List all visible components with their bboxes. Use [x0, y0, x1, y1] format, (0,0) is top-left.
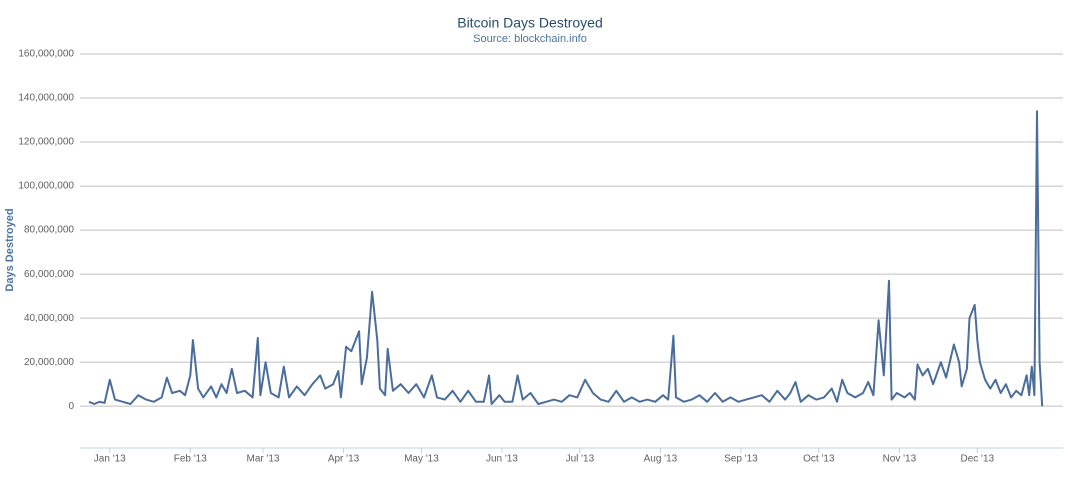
chart-title: Bitcoin Days Destroyed	[457, 15, 603, 31]
x-tick-label: Nov '13	[883, 454, 917, 465]
x-tick-label: Jul '13	[566, 454, 595, 465]
chart-subtitle: Source: blockchain.info	[473, 33, 587, 45]
y-tick-label: 140,000,000	[18, 93, 74, 104]
data-line	[88, 110, 1044, 407]
y-tick-label: 80,000,000	[24, 225, 74, 236]
y-tick-label: 40,000,000	[24, 313, 74, 324]
y-axis-label: Days Destroyed	[4, 208, 16, 291]
y-tick-label: 60,000,000	[24, 269, 74, 280]
x-tick-label: Feb '13	[174, 454, 207, 465]
x-tick-label: Apr '13	[328, 454, 360, 465]
x-tick-label: Dec '13	[960, 454, 994, 465]
y-tick-label: 160,000,000	[18, 49, 74, 60]
y-tick-label: 100,000,000	[18, 181, 74, 192]
y-tick-label: 20,000,000	[24, 357, 74, 368]
x-tick-label: Jan '13	[94, 454, 126, 465]
x-tick-label: Jun '13	[486, 454, 518, 465]
x-tick-label: Oct '13	[803, 454, 835, 465]
x-tick-label: Aug '13	[644, 454, 678, 465]
x-tick-label: May '13	[404, 454, 439, 465]
x-tick-label: Sep '13	[724, 454, 758, 465]
y-tick-label: 120,000,000	[18, 137, 74, 148]
x-tick-label: Mar '13	[246, 454, 279, 465]
y-tick-label: 0	[68, 401, 74, 412]
